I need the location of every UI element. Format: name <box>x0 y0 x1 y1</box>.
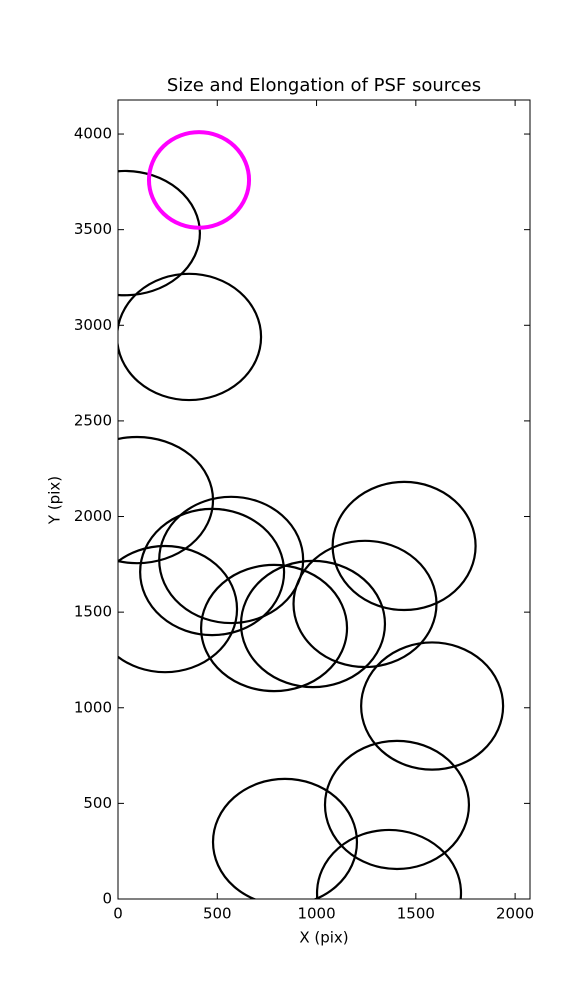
psf-ellipse <box>292 539 438 669</box>
chart-title: Size and Elongation of PSF sources <box>167 75 481 96</box>
y-tick-label: 0 <box>102 890 112 908</box>
x-tick-label: 1000 <box>297 905 335 923</box>
psf-ellipse <box>360 641 505 771</box>
y-tick-label: 1500 <box>74 603 112 621</box>
x-tick-label: 2000 <box>496 905 534 923</box>
psf-ellipse <box>331 480 477 612</box>
psf-ellipse <box>199 563 349 693</box>
psf-ellipse <box>139 507 286 637</box>
y-tick-label: 500 <box>83 794 112 812</box>
psf-ellipse <box>118 435 215 565</box>
x-axis-label: X (pix) <box>299 929 348 947</box>
axes-frame <box>117 99 531 900</box>
y-tick-label: 3500 <box>74 220 112 238</box>
psf-ellipse <box>118 169 201 297</box>
x-tick-label: 0 <box>113 905 123 923</box>
y-axis-label: Y (pix) <box>46 476 64 525</box>
plot-area <box>118 130 505 899</box>
psf-ellipse <box>211 777 359 899</box>
y-tick-label: 3000 <box>74 316 112 334</box>
y-tick-label: 2500 <box>74 411 112 429</box>
psf-ellipse <box>118 544 239 674</box>
psf-ellipse <box>146 130 252 230</box>
psf-ellipse <box>323 739 471 871</box>
y-tick-label: 2000 <box>74 507 112 525</box>
psf-ellipse <box>118 272 263 402</box>
x-tick-label: 500 <box>203 905 232 923</box>
y-tick-label: 4000 <box>74 125 112 143</box>
x-tick-label: 1500 <box>397 905 435 923</box>
psf-ellipse <box>158 495 305 625</box>
psf-ellipse <box>239 559 387 689</box>
y-tick-label: 1000 <box>74 698 112 716</box>
